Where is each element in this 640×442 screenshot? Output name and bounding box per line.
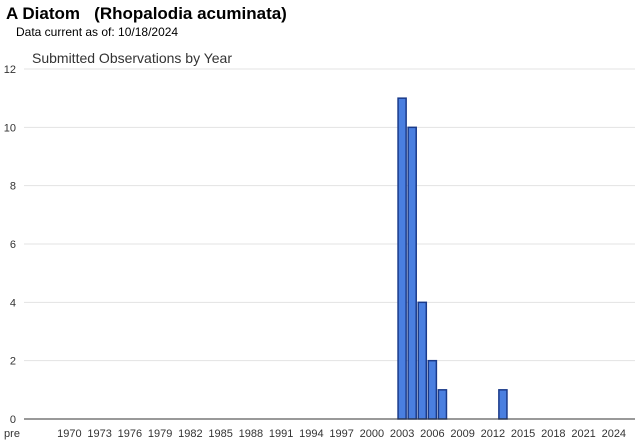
y-tick-labels: 0 2 4 6 8 10 12 bbox=[4, 64, 16, 426]
x-tick-label-1985: 1985 bbox=[208, 428, 232, 440]
y-tick-label-8: 8 bbox=[10, 181, 16, 193]
x-tick-label-1970: 1970 bbox=[57, 428, 81, 440]
x-tick-label-1991: 1991 bbox=[269, 428, 293, 440]
y-tick-label-6: 6 bbox=[10, 239, 16, 251]
bar-2013 bbox=[498, 389, 508, 420]
x-tick-labels: pre 1970 1973 1976 1979 1982 1985 1988 1991 1994 1… bbox=[4, 428, 626, 440]
x-tick-label-1979: 1979 bbox=[148, 428, 172, 440]
bar-2004 bbox=[407, 126, 417, 420]
y-tick-label-10: 10 bbox=[4, 122, 16, 134]
chart-title: Submitted Observations by Year bbox=[32, 50, 233, 66]
bar-2007 bbox=[437, 389, 448, 420]
x-tick-label-2003: 2003 bbox=[390, 428, 414, 440]
x-tick-label-pre: pre bbox=[4, 428, 20, 440]
bar-2003 bbox=[397, 97, 407, 420]
x-tick-label-2006: 2006 bbox=[420, 428, 444, 440]
x-tick-label-1973: 1973 bbox=[87, 428, 111, 440]
y-tick-label-4: 4 bbox=[10, 297, 16, 309]
x-tick-label-1994: 1994 bbox=[299, 428, 323, 440]
x-tick-label-1988: 1988 bbox=[239, 428, 263, 440]
x-tick-label-2024: 2024 bbox=[602, 428, 626, 440]
x-tick-label-2015: 2015 bbox=[511, 428, 535, 440]
x-tick-label-2018: 2018 bbox=[541, 428, 565, 440]
y-tick-label-2: 2 bbox=[10, 356, 16, 368]
bars bbox=[397, 97, 508, 420]
y-tick-label-0: 0 bbox=[10, 414, 16, 426]
x-tick-label-2000: 2000 bbox=[360, 428, 384, 440]
data-current-label: Data current as of: 10/18/2024 bbox=[16, 25, 179, 39]
x-tick-label-1997: 1997 bbox=[329, 428, 353, 440]
x-tick-label-1982: 1982 bbox=[178, 428, 202, 440]
y-tick-label-12: 12 bbox=[4, 64, 16, 76]
x-tick-label-2009: 2009 bbox=[450, 428, 474, 440]
page-title: A Diatom (Rhopalodia acuminata) bbox=[6, 4, 287, 23]
bar-2006 bbox=[427, 359, 438, 420]
x-tick-label-1976: 1976 bbox=[118, 428, 142, 440]
gridlines bbox=[24, 68, 635, 362]
x-tick-label-2021: 2021 bbox=[571, 428, 595, 440]
x-tick-label-2012: 2012 bbox=[481, 428, 505, 440]
bar-2005 bbox=[417, 301, 428, 420]
